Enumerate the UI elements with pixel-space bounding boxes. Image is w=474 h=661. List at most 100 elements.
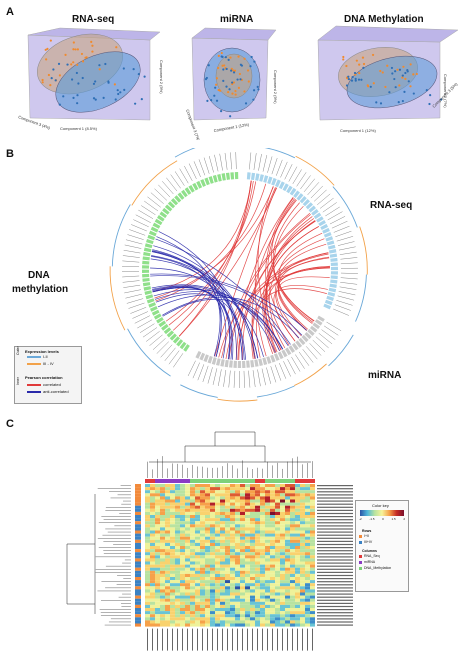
heatmap-cell	[295, 608, 300, 612]
heatmap-cell	[260, 521, 265, 525]
heatmap-group	[66, 431, 353, 651]
heatmap-cell	[190, 524, 195, 528]
gene-label-mark	[262, 155, 268, 172]
heatmap-cell	[235, 604, 240, 608]
heatmap-cell	[215, 502, 220, 506]
gene-label-mark	[325, 206, 340, 217]
heatmap-cell	[305, 542, 310, 546]
heatmap-cell	[155, 536, 160, 540]
heatmap-cell	[245, 601, 250, 605]
heatmap-cell	[215, 536, 220, 540]
heatmap-cell	[220, 490, 225, 494]
pca-point	[252, 89, 256, 92]
circos-block-dna	[142, 260, 150, 265]
heatmap-cell	[300, 490, 305, 494]
heatmap-cell	[250, 542, 255, 546]
col-annotation-cell	[285, 479, 290, 483]
heatmap-cell	[285, 508, 290, 512]
heatmap-cell	[275, 611, 280, 615]
row-annotation-cell	[135, 570, 141, 574]
row-label-mark	[317, 491, 353, 493]
gene-label-mark	[154, 188, 167, 201]
heatmap-cell	[310, 558, 315, 562]
heatmap-cell	[155, 604, 160, 608]
heatmap-cell	[280, 604, 285, 608]
heatmap-cell	[295, 580, 300, 584]
heatmap-cell	[285, 567, 290, 571]
heatmap-cell	[200, 487, 205, 491]
heatmap-cell	[185, 505, 190, 509]
heatmap-cell	[170, 493, 175, 497]
heatmap-cell	[190, 515, 195, 519]
heatmap-cell	[240, 552, 245, 556]
col-annotation-cell	[260, 479, 265, 483]
circos-block-rnaseq	[246, 172, 251, 180]
heatmap-cell	[245, 614, 250, 618]
heatmap-cell	[145, 614, 150, 618]
heatmap-cell	[145, 583, 150, 587]
heatmap-cell	[285, 601, 290, 605]
gene-label-mark	[134, 315, 150, 324]
heatmap-cell	[280, 508, 285, 512]
heatmap-cell	[160, 611, 165, 615]
heatmap-cell	[145, 595, 150, 599]
pca-point	[237, 55, 240, 58]
heatmap-cell	[165, 611, 170, 615]
heatmap-cell	[265, 573, 270, 577]
heatmap-cell	[270, 598, 275, 602]
heatmap-cell	[205, 511, 210, 515]
heatmap-cell	[285, 611, 290, 615]
heatmap-cell	[245, 567, 250, 571]
heatmap-cell	[235, 567, 240, 571]
col-label-mark	[192, 628, 193, 651]
pca-point	[74, 48, 77, 51]
heatmap-cell	[225, 515, 230, 519]
heatmap-cell	[205, 496, 210, 500]
heatmap-cell	[255, 484, 260, 488]
gene-label-mark	[192, 362, 200, 379]
correlation-link	[162, 298, 283, 350]
heatmap-cell	[245, 539, 250, 543]
circos-block-dna	[154, 218, 163, 226]
heatmap-cell	[295, 589, 300, 593]
circos-block-dna	[167, 201, 176, 209]
pca-point	[412, 73, 415, 76]
heatmap-cell	[235, 608, 240, 612]
heatmap-cell	[310, 592, 315, 596]
heatmap-cell	[245, 527, 250, 531]
col-label-mark	[217, 628, 218, 651]
heatmap-cell	[275, 546, 280, 550]
heatmap-cell	[170, 542, 175, 546]
heatmap-cell	[255, 530, 260, 534]
heatmap-cell	[305, 527, 310, 531]
heatmap-cell	[250, 493, 255, 497]
heatmap-cell	[230, 484, 235, 488]
heatmap-cell	[245, 493, 250, 497]
heatmap-cell	[245, 521, 250, 525]
col-label-mark	[182, 628, 183, 651]
heatmap-cell	[150, 570, 155, 574]
gene-label-mark	[179, 168, 189, 184]
pca-point	[229, 56, 232, 59]
heatmap-cell	[195, 586, 200, 590]
heatmap-cell	[200, 530, 205, 534]
heatmap-cell	[300, 552, 305, 556]
heatmap-cell	[250, 617, 255, 621]
heatmap-cell	[210, 601, 215, 605]
heatmap-cell	[195, 580, 200, 584]
heatmap-cell	[275, 608, 280, 612]
heatmap-cell	[290, 617, 295, 621]
heatmap-cell	[145, 561, 150, 565]
gene-label-mark	[312, 339, 326, 352]
heatmap-cell	[270, 623, 275, 627]
heatmap-cell	[210, 567, 215, 571]
heatmap-cell	[275, 490, 280, 494]
heatmap-cell	[155, 567, 160, 571]
row-label-mark	[317, 485, 353, 487]
heatmap-cell	[215, 598, 220, 602]
gene-label-mark	[327, 211, 343, 221]
heatmap-cell	[255, 564, 260, 568]
rows-title: Rows	[362, 529, 372, 533]
heatmap-cell	[205, 555, 210, 559]
heatmap-cell	[225, 617, 230, 621]
